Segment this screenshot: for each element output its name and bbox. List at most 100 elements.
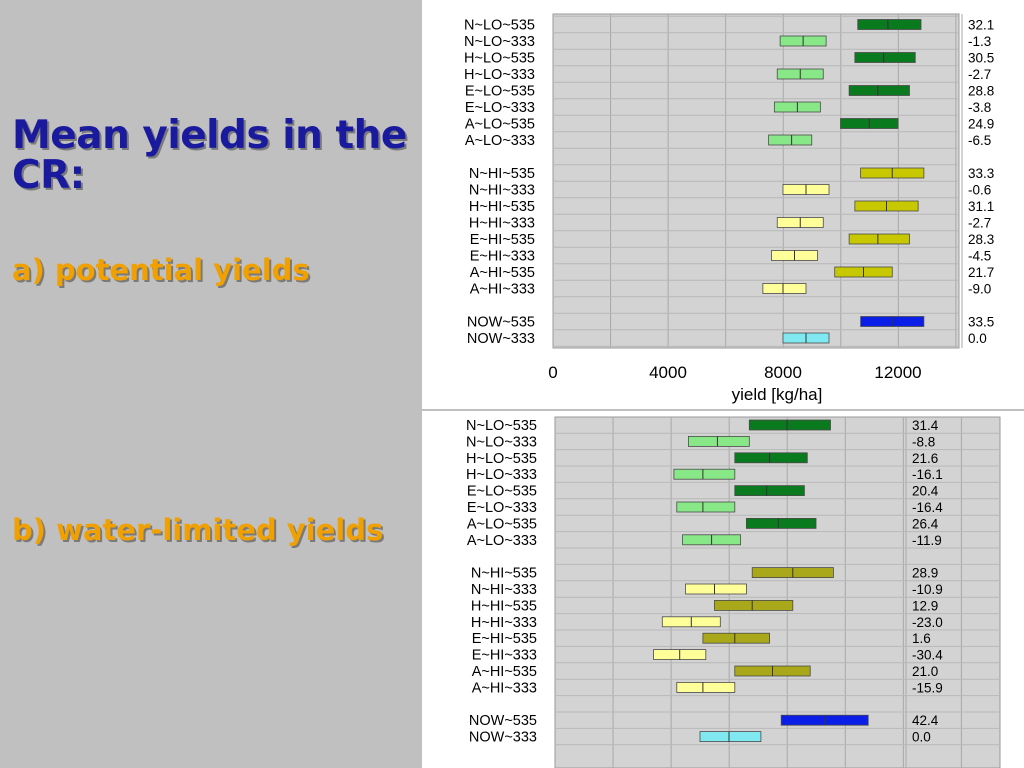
row-value: -11.9 bbox=[912, 533, 942, 548]
row-label: N~HI~333 bbox=[471, 582, 537, 598]
row-label: E~HI~535 bbox=[472, 631, 537, 647]
row-value: -8.8 bbox=[912, 434, 935, 449]
yield-box bbox=[748, 419, 831, 431]
row-value: 30.5 bbox=[968, 51, 994, 66]
subtitle-water-limited-yields: b) water-limited yields bbox=[12, 513, 384, 547]
subtitle-potential-yields: a) potential yields bbox=[12, 253, 310, 287]
yield-box bbox=[685, 583, 747, 595]
row-value: 28.8 bbox=[968, 84, 994, 99]
row-label: NOW~535 bbox=[467, 315, 535, 331]
row-value: -30.4 bbox=[912, 648, 943, 663]
yield-box bbox=[702, 632, 770, 644]
row-label: E~HI~333 bbox=[472, 648, 537, 664]
row-label: H~LO~535 bbox=[464, 51, 535, 67]
x-axis-label: yield [kg/ha] bbox=[732, 385, 823, 404]
yield-box bbox=[848, 233, 910, 245]
row-label: E~LO~535 bbox=[467, 484, 537, 500]
slide-title: Mean yields in the CR: bbox=[12, 113, 407, 198]
row-label: H~LO~333 bbox=[464, 67, 535, 83]
yield-box bbox=[673, 468, 736, 480]
row-value: -4.5 bbox=[968, 249, 991, 264]
row-value: 20.4 bbox=[912, 484, 939, 499]
row-value: -1.3 bbox=[968, 34, 991, 49]
row-value: 28.9 bbox=[912, 566, 938, 581]
row-value: 0.0 bbox=[968, 331, 987, 346]
row-label: H~HI~535 bbox=[471, 598, 537, 614]
row-value: -0.6 bbox=[968, 183, 991, 198]
row-label: E~LO~333 bbox=[467, 500, 537, 516]
row-value: 26.4 bbox=[912, 516, 939, 531]
row-value: 12.9 bbox=[912, 598, 938, 613]
row-label: NOW~333 bbox=[469, 730, 537, 746]
row-label: E~LO~535 bbox=[465, 84, 535, 100]
row-value: -15.9 bbox=[912, 680, 943, 695]
yield-box bbox=[857, 19, 922, 30]
row-value: 32.1 bbox=[968, 18, 994, 33]
row-value: -2.7 bbox=[968, 67, 991, 82]
row-label: A~HI~535 bbox=[470, 265, 535, 281]
row-label: E~HI~535 bbox=[470, 232, 535, 248]
row-value: 24.9 bbox=[968, 117, 994, 132]
yield-box bbox=[734, 452, 808, 464]
row-label: N~HI~535 bbox=[471, 566, 537, 582]
row-value: -16.1 bbox=[912, 467, 943, 482]
chart-panel-potential: N~LO~535 32.1 N~LO~333 -1.3 H~LO~535 30.5 H~LO… bbox=[422, 0, 1024, 409]
row-label: A~HI~333 bbox=[470, 282, 535, 298]
row-value: 21.7 bbox=[968, 265, 994, 280]
row-label: H~LO~333 bbox=[466, 467, 537, 483]
row-value: 42.4 bbox=[912, 713, 939, 728]
row-label: H~HI~535 bbox=[469, 199, 535, 215]
x-tick-label: 8000 bbox=[764, 363, 802, 382]
yield-box bbox=[768, 134, 813, 146]
yield-box bbox=[676, 681, 736, 693]
row-value: -10.9 bbox=[912, 582, 943, 597]
row-label: A~LO~535 bbox=[467, 516, 537, 532]
row-value: -2.7 bbox=[968, 216, 991, 231]
yield-box bbox=[699, 731, 762, 743]
row-value: -16.4 bbox=[912, 500, 943, 515]
yield-box bbox=[734, 485, 805, 496]
chart-water-limited-yields: N~LO~535 31.4 N~LO~333 -8.8 H~LO~535 21.6 H~LO… bbox=[466, 416, 1001, 768]
row-value: -9.0 bbox=[968, 282, 991, 297]
row-label: H~HI~333 bbox=[471, 615, 537, 631]
chart-panel-water-limited: N~LO~535 31.4 N~LO~333 -8.8 H~LO~535 21.6 H~LO… bbox=[422, 411, 1024, 768]
yield-box bbox=[762, 283, 807, 294]
row-label: H~HI~333 bbox=[469, 216, 535, 232]
row-value: -3.8 bbox=[968, 100, 991, 115]
row-label: NOW~535 bbox=[469, 713, 537, 729]
row-label: E~LO~333 bbox=[465, 100, 535, 116]
row-label: A~LO~333 bbox=[465, 133, 535, 149]
x-tick-label: 0 bbox=[548, 363, 557, 382]
row-label: A~HI~333 bbox=[472, 680, 537, 696]
yield-box bbox=[687, 435, 750, 447]
row-label: N~LO~333 bbox=[464, 34, 535, 50]
row-value: 31.4 bbox=[912, 418, 939, 433]
row-label: N~LO~535 bbox=[464, 18, 535, 34]
yield-box bbox=[714, 599, 794, 611]
row-value: 28.3 bbox=[968, 232, 994, 247]
yield-box bbox=[848, 85, 910, 96]
yield-box bbox=[745, 518, 817, 529]
row-label: H~LO~535 bbox=[466, 451, 537, 467]
row-label: N~LO~535 bbox=[466, 418, 537, 434]
row-label: N~LO~333 bbox=[466, 434, 537, 450]
row-label: A~LO~333 bbox=[467, 533, 537, 549]
row-value: -23.0 bbox=[912, 615, 943, 630]
row-value: 1.6 bbox=[912, 631, 931, 646]
row-value: 33.5 bbox=[968, 315, 994, 330]
row-value: -6.5 bbox=[968, 133, 991, 148]
row-label: N~HI~333 bbox=[469, 183, 535, 199]
row-label: A~LO~535 bbox=[465, 117, 535, 133]
plot-area bbox=[554, 416, 1001, 768]
row-value: 0.0 bbox=[912, 730, 931, 745]
row-value: 21.6 bbox=[912, 451, 938, 466]
row-label: NOW~333 bbox=[467, 331, 535, 347]
row-value: 21.0 bbox=[912, 664, 938, 679]
row-value: 33.3 bbox=[968, 166, 994, 181]
row-label: E~HI~333 bbox=[470, 249, 535, 265]
chart-potential-yields: N~LO~535 32.1 N~LO~333 -1.3 H~LO~535 30.5 H~LO… bbox=[464, 13, 994, 404]
row-value: 31.1 bbox=[968, 199, 994, 214]
x-tick-label: 12000 bbox=[874, 363, 921, 382]
row-label: N~HI~535 bbox=[469, 166, 535, 182]
yield-box bbox=[854, 52, 916, 63]
